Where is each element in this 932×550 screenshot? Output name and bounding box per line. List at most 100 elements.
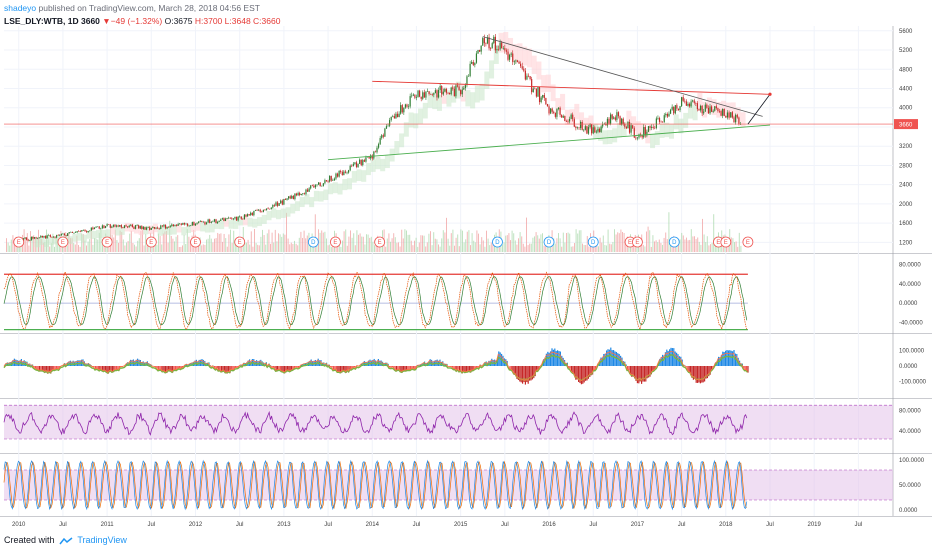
candle-body [681, 97, 683, 107]
candle-body [587, 127, 590, 134]
momentum-bar [537, 366, 539, 372]
volume-bar [215, 238, 217, 252]
candle-body [406, 104, 408, 107]
momentum-bar [734, 353, 736, 366]
candle-body [639, 134, 642, 136]
volume-bar [260, 236, 262, 252]
candle-body [726, 112, 729, 118]
tradingview-brand[interactable]: TradingView [77, 535, 127, 545]
cloud-segment [626, 110, 632, 126]
ticker-symbol[interactable]: LSE_DLY:WTB, 1D [4, 16, 79, 26]
candle-body [90, 227, 92, 231]
candle-body [366, 156, 369, 158]
momentum-bar [303, 363, 305, 366]
cloud-segment [186, 224, 192, 233]
candle-body [545, 97, 547, 105]
volume-bar [609, 243, 611, 252]
chart-canvas[interactable]: 2010 Jul 2011 Jul 2012 Jul 2013 Jul 2014 Jul 2015 J… [0, 0, 932, 530]
candle-body [112, 224, 115, 227]
momentum-bar [576, 366, 578, 380]
earnings-marker-label: E [746, 240, 750, 246]
volume-bar [410, 240, 412, 252]
candle-body [111, 226, 113, 228]
momentum-bar [558, 351, 560, 366]
volume-bar [366, 234, 367, 252]
candle-body [127, 226, 129, 228]
author-link[interactable]: shadeyo [4, 3, 37, 13]
candle-body [332, 180, 334, 181]
momentum-bar [330, 366, 332, 368]
volume-bar [446, 217, 447, 252]
candle-body [444, 89, 446, 92]
momentum-bar [222, 366, 224, 372]
volume-bar [6, 238, 7, 252]
momentum-bar [33, 366, 35, 367]
volume-bar [497, 245, 499, 252]
price-y-tick-label: 2400 [899, 183, 913, 189]
momentum-bar [727, 350, 729, 366]
x-tick-label: 2015 [454, 522, 468, 528]
candle-body [152, 227, 154, 228]
earnings-marker-label: E [105, 240, 109, 246]
momentum-bar [522, 366, 524, 384]
cloud-segment [574, 103, 580, 120]
volume-bar [678, 244, 679, 252]
volume-bar [316, 245, 318, 252]
rsi-y-tick-label: 80.0000 [899, 408, 921, 414]
cloud-segment [209, 223, 215, 233]
candle-body [698, 109, 700, 111]
candle-body [469, 63, 471, 77]
volume-bar [407, 234, 409, 252]
volume-bar [482, 240, 484, 252]
volume-bar [510, 240, 511, 252]
candle-body [483, 38, 485, 44]
volume-bar [41, 238, 43, 252]
candle-body [452, 87, 454, 89]
candle-body [584, 126, 586, 130]
momentum-bar [607, 349, 609, 366]
earnings-marker-label: E [724, 240, 728, 246]
cloud-segment [86, 230, 92, 239]
momentum-bar [628, 366, 630, 371]
dividend-marker [492, 236, 503, 248]
momentum-bar [442, 361, 444, 366]
cloud-segment [223, 217, 229, 227]
candle-body [478, 49, 481, 52]
volume-bar [337, 244, 339, 252]
candle-body [578, 127, 580, 129]
x-tick-label: Jul [324, 522, 332, 528]
candle-body [179, 223, 181, 225]
momentum-bar [516, 366, 518, 379]
volume-bar [436, 239, 438, 252]
candle-body [496, 48, 498, 51]
candle-body [32, 236, 34, 239]
momentum-bar [443, 363, 445, 366]
momentum-bar [460, 366, 462, 371]
candle-body [248, 214, 250, 216]
volume-bar [535, 232, 537, 252]
momentum-bar [445, 363, 447, 366]
momentum-bar [323, 362, 325, 366]
momentum-bar [156, 366, 158, 369]
volume-bar [87, 241, 89, 252]
volume-bar [174, 241, 175, 252]
cloud-segment [152, 223, 158, 233]
footer: Created with TradingView [4, 535, 127, 545]
candle-body [711, 106, 713, 112]
momentum-bar [180, 366, 182, 369]
candle-body [183, 222, 186, 225]
candle-body [288, 196, 290, 199]
momentum-bar [335, 366, 337, 370]
candle-body [33, 237, 36, 239]
volume-bar [434, 238, 436, 252]
momentum-bar [517, 366, 519, 381]
volume-bar [737, 246, 739, 252]
volume-bar [71, 238, 73, 252]
candle-body [234, 216, 236, 219]
candle-body [48, 235, 50, 236]
volume-bar [580, 230, 582, 252]
candle-body [97, 226, 99, 228]
momentum-bar [664, 352, 666, 366]
candle-body [169, 225, 171, 228]
candle-body [595, 131, 597, 133]
